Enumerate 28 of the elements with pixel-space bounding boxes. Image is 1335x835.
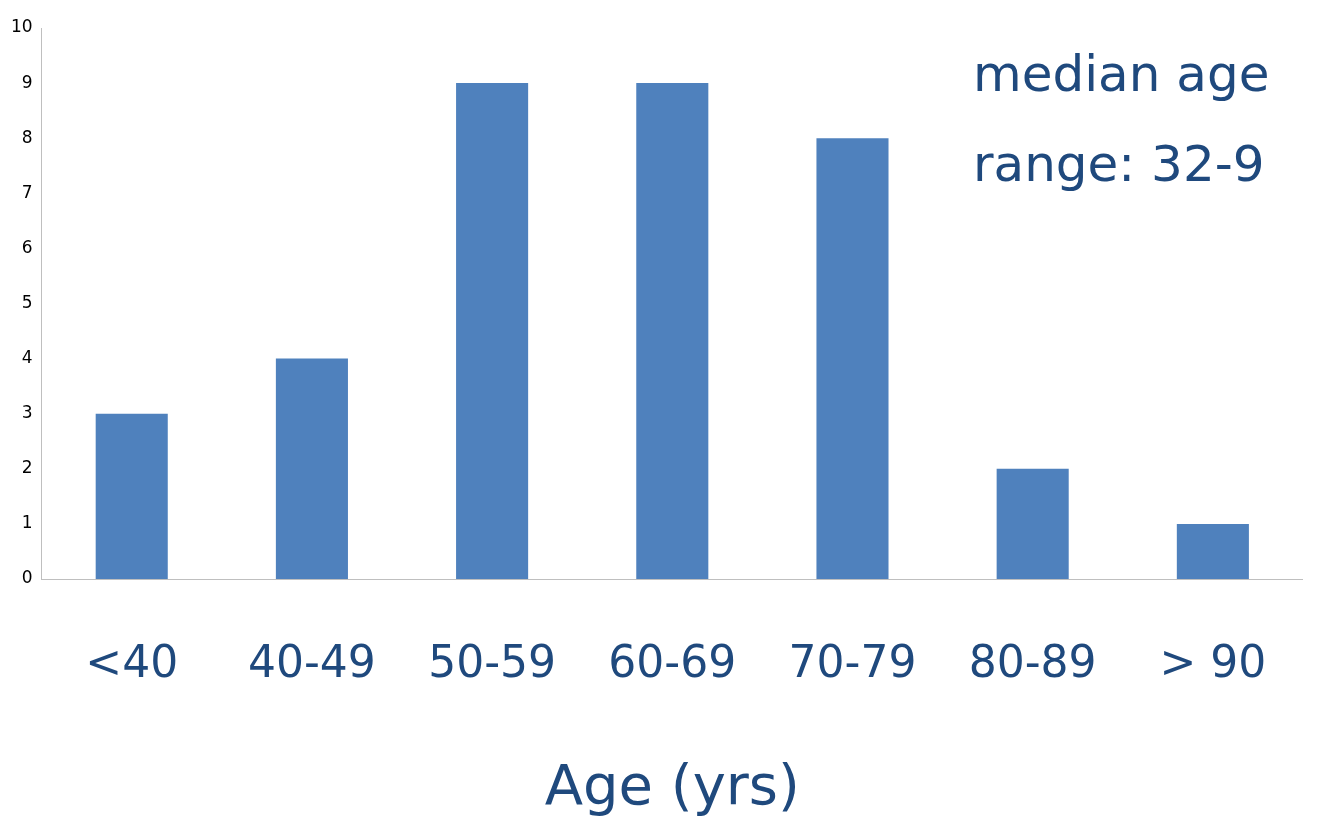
y-tick-label: 4	[21, 347, 33, 368]
x-tick-label: 50-59	[428, 635, 557, 687]
x-tick-label: > 90	[1159, 635, 1267, 687]
y-tick-label: 10	[10, 16, 33, 37]
x-tick-label: 40-49	[247, 635, 376, 687]
bar	[996, 468, 1069, 579]
y-tick-label: 8	[21, 126, 33, 147]
bar	[456, 83, 529, 579]
y-tick-label: 3	[21, 402, 33, 423]
x-tick-label: <40	[85, 635, 179, 687]
y-tick-label: 2	[21, 457, 33, 478]
y-tick-label: 9	[21, 71, 33, 92]
bar	[275, 358, 348, 579]
annotation: median age	[972, 44, 1270, 103]
bar	[95, 413, 168, 579]
y-tick-label: 0	[21, 567, 33, 588]
x-axis-title: Age (yrs)	[544, 751, 800, 817]
x-tick-label: 70-79	[788, 635, 917, 687]
bar	[1176, 523, 1249, 579]
x-tick-label: 60-69	[608, 635, 737, 687]
y-tick-label: 1	[21, 512, 33, 533]
y-tick-label: 5	[21, 291, 33, 312]
bar	[816, 138, 889, 579]
annotation: range: 32-9	[972, 134, 1265, 193]
bar	[636, 83, 709, 579]
y-tick-label: 7	[21, 181, 33, 202]
x-tick-label: 80-89	[968, 635, 1097, 687]
y-tick-label: 6	[21, 236, 33, 257]
